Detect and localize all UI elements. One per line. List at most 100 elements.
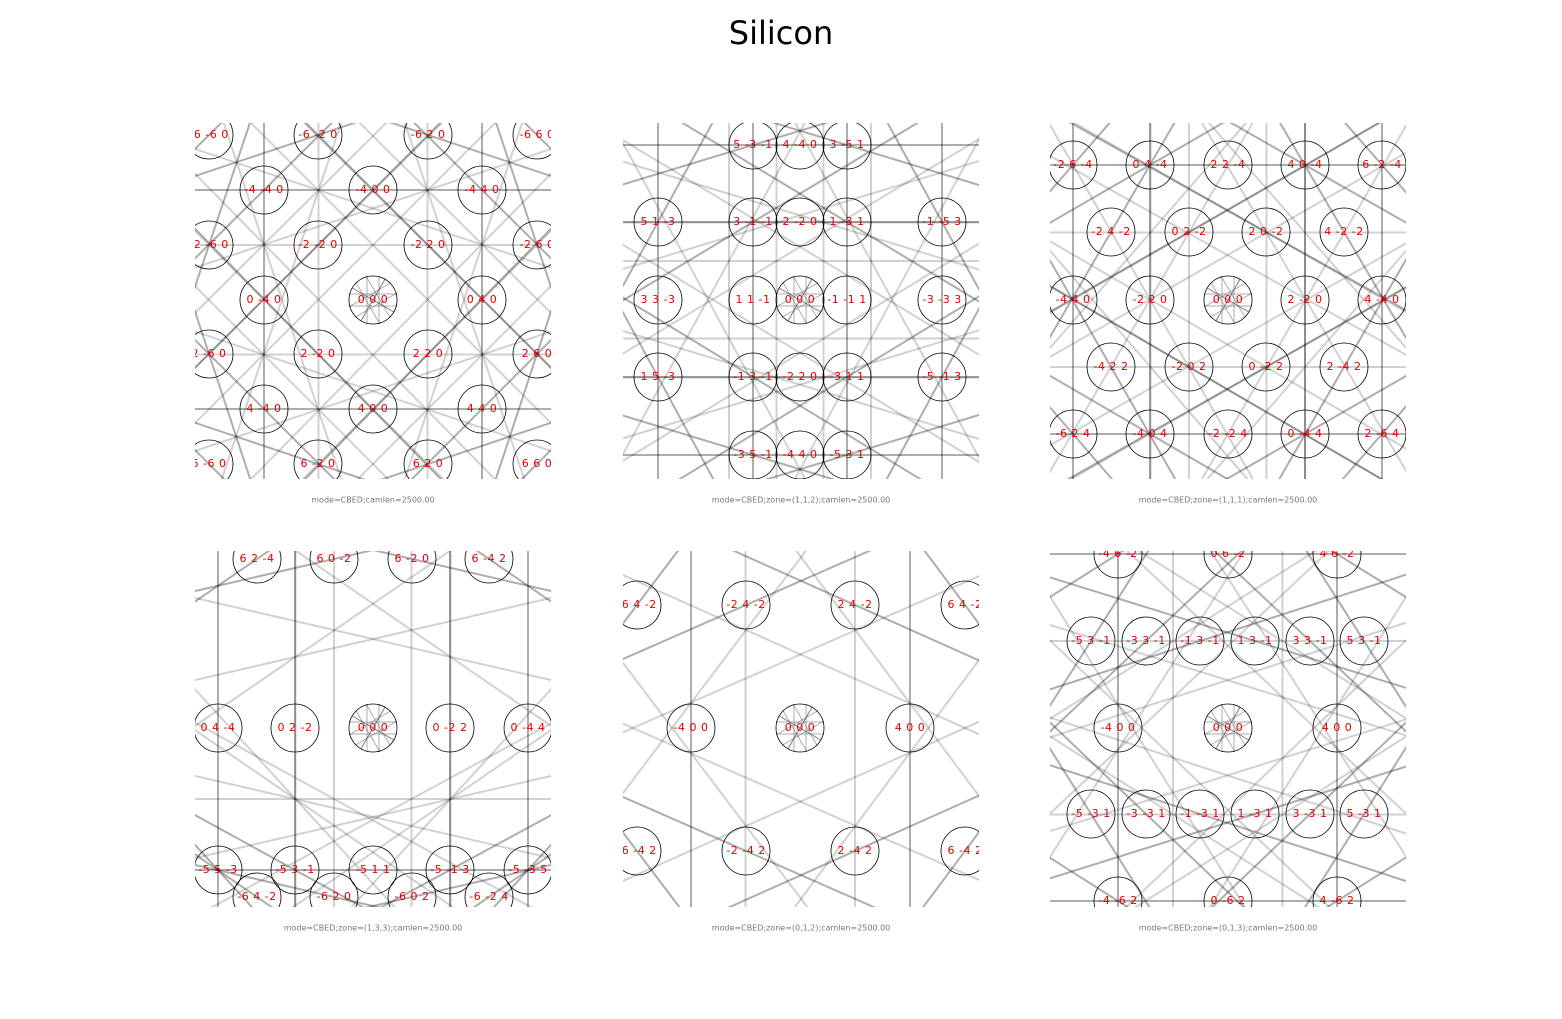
panel-caption: mode=CBED;zone=(1,1,1);camlen=2500.00 [1139,496,1318,505]
kikuchi-line [623,242,979,463]
disk-line [348,710,392,736]
disk-label: -4 0 0 [1101,721,1136,734]
kikuchi-line [304,123,551,370]
disk-label: 4 -2 -2 [1324,225,1363,238]
kikuchi-line [623,123,806,457]
disk-label: -2 -2 0 [298,238,337,251]
kikuchi-line [886,123,979,292]
disk [822,430,872,479]
disk-label: -6 4 -2 [237,890,276,903]
kikuchi-line [472,853,551,907]
disk-line [351,715,395,741]
disk [666,703,716,753]
disk-line [787,706,813,750]
disk [195,329,234,379]
disk-label: -5 3 1 [830,448,865,461]
kikuchi-line [1050,242,1406,447]
kikuchi-line [195,551,452,728]
kikuchi-line [1278,123,1406,340]
disk [1285,616,1335,666]
disk [195,703,243,753]
kikuchi-line [1050,746,1151,907]
disk [195,845,243,895]
cbed-panel: 6 2 -4 6 0 -2 6 -2 0 6 -4 2 0 4 -4 0 2 -2 0 0 … [195,551,551,907]
kikuchi-line [302,123,551,369]
kikuchi-line [1050,551,1318,720]
panel-caption: mode=CBED;zone=(0,1,2);camlen=2500.00 [712,924,891,933]
disk-label: 0 0 0 [785,293,816,306]
disk [822,123,872,170]
disk-label: -3 3 -1 [1126,634,1165,647]
disk [1241,207,1291,257]
kikuchi-line [1066,286,1406,479]
kikuchi-line [623,414,836,479]
kikuchi-line [1050,284,1384,479]
disk-line [348,282,392,308]
disk-label: 0 6 -2 [1211,547,1246,560]
disk-label: 2 2 -4 [1211,158,1246,171]
disk-line [1215,278,1241,322]
disk-label: 5 3 -1 [1347,634,1382,647]
disk [623,580,662,630]
kikuchi-line [1050,718,1406,833]
disk [464,872,514,907]
disk [270,703,320,753]
kikuchi-line [195,123,223,151]
disk-label: 6 -4 2 [948,844,983,857]
disk [1121,789,1171,839]
disk-label: -5 -1 3 [922,370,961,383]
disk-line [360,278,386,322]
disk-label: 2 0 -2 [1249,225,1284,238]
disk [1230,616,1280,666]
kikuchi-line [1050,764,1406,883]
kikuchi-line [301,229,551,479]
cbed-panel: -6 4 -2 -2 4 -2 2 4 -2 6 4 -2 -4 0 0 0 0 0 4 0… [623,551,983,907]
kikuchi-line [1201,123,1406,473]
kikuchi-line [195,123,388,315]
kikuchi-line [623,123,829,186]
disk-label: -6 0 2 [395,890,430,903]
kikuchi-line [350,687,551,907]
kikuchi-line [1050,735,1321,907]
disk-line [354,720,398,746]
disk-label: -5 3 -1 [1071,634,1110,647]
kikuchi-line [623,139,979,356]
disk-label: 0 -4 4 [1288,427,1323,440]
kikuchi-line [195,123,358,178]
disk [348,384,398,434]
disk-label: 2 -4 2 [1327,360,1362,373]
kikuchi-line [195,843,254,907]
disk-label: 0 2 -2 [1172,225,1207,238]
kikuchi-line [1069,285,1406,479]
disk-label: -3 -3 1 [1126,807,1165,820]
disk [1203,876,1253,907]
disk-label: 6 0 -2 [317,552,352,565]
disk-label: -5 -1 3 [430,863,469,876]
cbed-panel: -4 6 -2 0 6 -2 4 6 -2 -5 3 -1 -3 3 -1 -1 3 -1… [1050,547,1406,907]
kikuchi-line [388,123,551,178]
disk-label: -2 2 0 [783,370,818,383]
panel-caption: mode=CBED;zone=(1,1,2);camlen=2500.00 [712,496,891,505]
disk-line [1209,292,1253,318]
disk [1164,342,1214,392]
kikuchi-line [249,123,551,425]
disk-line [1220,703,1246,747]
kikuchi-line [195,308,252,479]
disk-line [1210,709,1236,753]
disk-label: -4 2 2 [1094,360,1129,373]
disk-label: 0 0 0 [785,721,816,734]
disk-line [360,706,386,750]
disk-label: 5 -3 -1 [733,138,772,151]
disk-label: 6 6 0 [522,457,553,470]
kikuchi-line [727,794,979,907]
kikuchi-line [623,123,714,288]
disk [822,275,872,325]
kikuchi-line [210,722,551,907]
disk-label: 4 0 -4 [1288,158,1323,171]
disk [309,551,359,584]
disk-label: -2 4 -2 [726,598,765,611]
disk [1093,551,1143,579]
kikuchi-line [1050,374,1230,479]
disk-label: 0 0 0 [358,293,389,306]
